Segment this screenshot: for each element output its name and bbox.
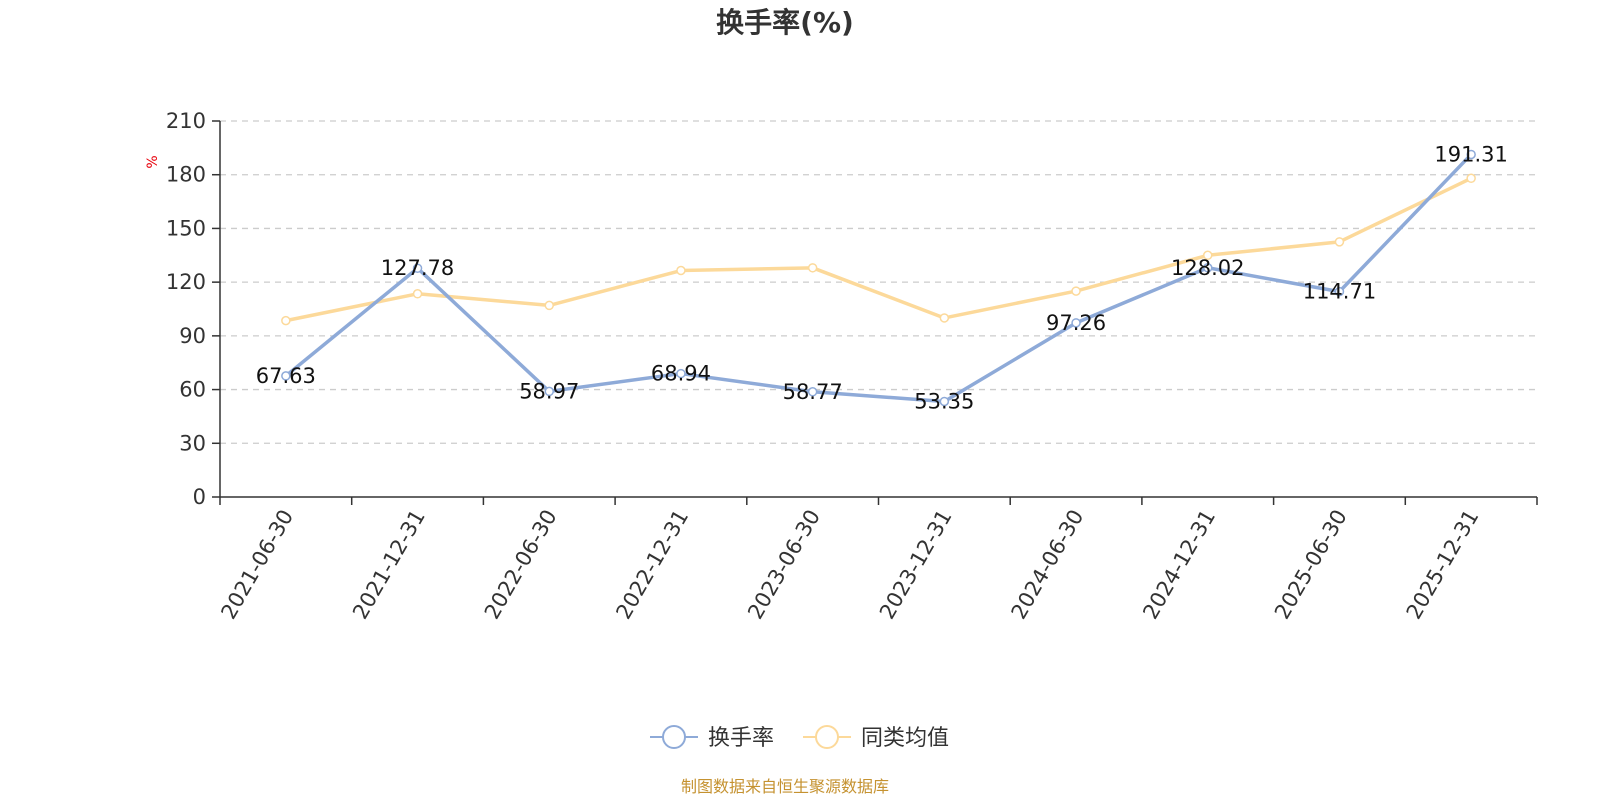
x-tick-label: 2025-06-30 — [1270, 506, 1352, 624]
y-axis-unit-label: % — [145, 155, 161, 168]
data-point — [544, 300, 554, 311]
legend-marker-icon — [662, 725, 686, 749]
data-point — [1334, 286, 1345, 297]
data-label: 67.63 — [256, 364, 316, 388]
data-source-note: 制图数据来自恒生聚源数据库 — [681, 777, 889, 796]
legend-item[interactable]: 换手率 — [650, 725, 774, 751]
y-tick-label: 0 — [193, 485, 206, 509]
x-tick-label: 2022-06-30 — [480, 506, 562, 624]
y-tick-label: 120 — [166, 270, 206, 294]
chart-title: 换手率(%) — [716, 6, 854, 39]
x-tick-label: 2021-06-30 — [216, 506, 298, 624]
legend[interactable]: 换手率 同类均值 — [650, 725, 949, 751]
legend-label: 换手率 — [708, 726, 774, 751]
data-point — [1071, 318, 1081, 328]
y-tick-label: 30 — [179, 431, 206, 455]
data-label: 97.26 — [1046, 311, 1106, 335]
x-tick-label: 2021-12-31 — [348, 506, 430, 624]
data-label: 68.94 — [651, 362, 711, 386]
data-point — [412, 289, 423, 299]
legend-label: 同类均值 — [861, 726, 949, 751]
data-point — [676, 265, 686, 276]
data-point — [1466, 149, 1476, 160]
x-tick-label: 2024-12-31 — [1138, 506, 1220, 624]
data-label: 128.02 — [1171, 256, 1244, 280]
x-tick-label: 2024-06-30 — [1007, 506, 1089, 624]
data-point — [807, 263, 818, 273]
series-layer — [281, 149, 1476, 407]
y-tick-label: 180 — [166, 163, 206, 187]
data-label: 114.71 — [1303, 280, 1376, 304]
data-point — [676, 368, 686, 379]
data-point — [939, 313, 950, 323]
legend-item[interactable]: 同类均值 — [803, 725, 949, 751]
y-tick-label: 90 — [179, 324, 206, 348]
data-point — [939, 396, 950, 407]
data-point — [281, 371, 291, 381]
series-line — [285, 176, 1472, 323]
data-point — [1334, 237, 1345, 247]
data-point — [544, 386, 554, 397]
x-tick-label: 2025-12-31 — [1402, 506, 1484, 624]
data-point — [1466, 173, 1476, 184]
data-point — [1203, 263, 1213, 273]
data-labels: 67.63 127.78 58.97 68.94 58.77 53.35 97.26 128.… — [256, 142, 1508, 413]
data-label: 53.35 — [914, 389, 974, 413]
data-point — [281, 315, 291, 326]
x-tick-label: 2022-12-31 — [611, 506, 693, 624]
legend-marker-icon — [815, 725, 839, 749]
data-point — [412, 263, 423, 273]
axes: 0 30 60 90 120 150 180 210 2021-06-30 2021-12-31 2… — [166, 109, 1538, 624]
y-tick-label: 210 — [166, 109, 206, 133]
data-point — [1203, 250, 1213, 261]
data-point — [807, 387, 818, 397]
data-label: 58.97 — [519, 379, 579, 403]
data-point — [1071, 286, 1081, 296]
series-line — [284, 153, 1473, 404]
x-tick-label: 2023-06-30 — [743, 506, 825, 624]
data-label: 127.78 — [381, 256, 454, 280]
y-tick-label: 150 — [166, 216, 206, 240]
y-tick-label: 60 — [179, 378, 206, 402]
data-label: 191.31 — [1434, 142, 1507, 166]
x-tick-label: 2023-12-31 — [875, 506, 957, 624]
data-label: 58.77 — [783, 380, 843, 404]
